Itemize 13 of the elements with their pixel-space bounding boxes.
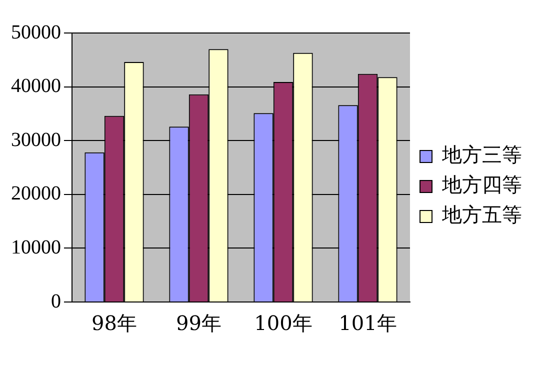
x-tick-label: 98年 [92, 311, 137, 336]
y-tick-label: 20000 [11, 182, 61, 205]
legend-label: 地方四等 [441, 172, 522, 197]
y-tick-label: 50000 [11, 21, 61, 44]
y-tick-label: 0 [51, 290, 61, 312]
y-tick-label: 10000 [11, 236, 61, 258]
y-tick-label: 40000 [11, 75, 61, 98]
y-tick-label: 30000 [11, 128, 61, 151]
x-tick-label: 101年 [338, 311, 397, 336]
x-tick-label: 100年 [254, 311, 312, 336]
legend-label: 地方五等 [441, 202, 522, 227]
x-tick-label: 99年 [176, 311, 222, 336]
legend-label: 地方三等 [441, 142, 522, 167]
